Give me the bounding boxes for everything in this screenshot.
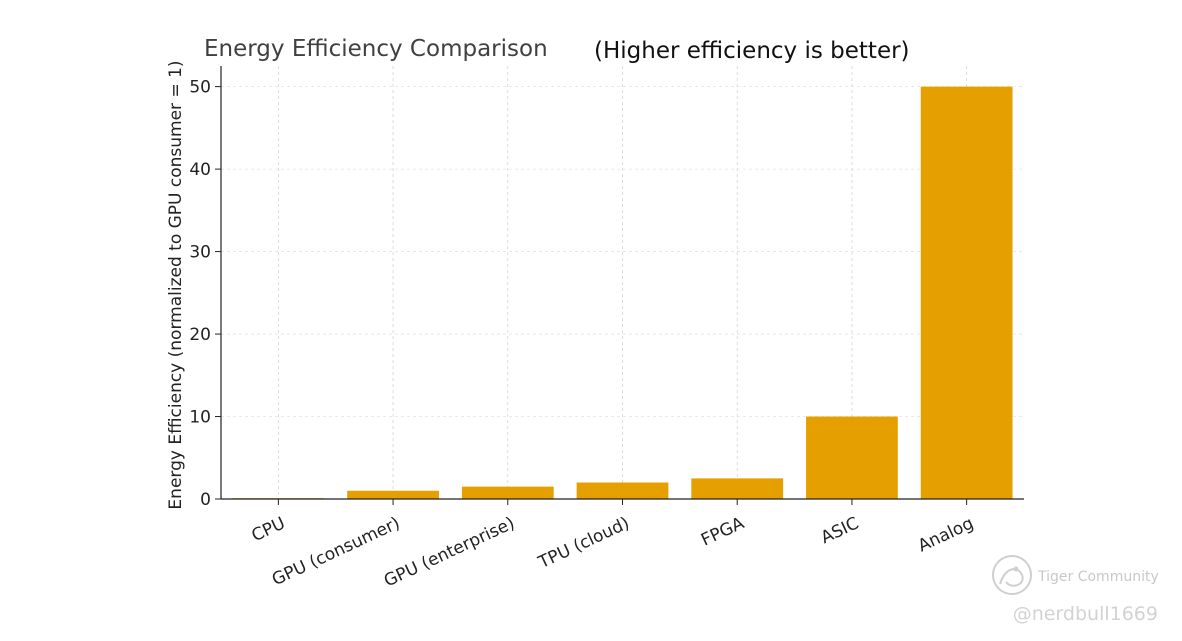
y-tick-label: 10	[189, 408, 211, 428]
bar-fpga	[691, 478, 784, 499]
watermark-brand: Tiger Community	[1037, 569, 1159, 585]
bar-asic	[806, 416, 898, 499]
x-tick-label: FPGA	[698, 513, 747, 550]
y-tick-label: 20	[189, 325, 211, 345]
y-tick-label: 30	[189, 243, 211, 263]
y-axis-label: Energy Efficiency (normalized to GPU con…	[166, 60, 186, 509]
y-ticks: 0 10 20 30 40 50	[189, 78, 221, 510]
bar-analog	[920, 86, 1013, 499]
x-tick-label: TPU (cloud)	[535, 513, 633, 573]
x-tick-label: CPU	[249, 513, 289, 546]
y-tick-label: 50	[189, 78, 211, 98]
chart-subtitle: (Higher efficiency is better)	[594, 38, 910, 64]
y-tick-label: 40	[189, 160, 211, 180]
bar-gpu-consumer	[347, 490, 439, 499]
bars	[232, 86, 1013, 500]
bar-tpu-cloud	[576, 482, 669, 499]
x-tick-label: Analog	[915, 513, 977, 556]
tiger-logo-icon	[992, 555, 1032, 595]
watermark-user: @nerdbull1669	[1013, 603, 1158, 625]
x-tick-label: GPU (enterprise)	[381, 513, 518, 591]
x-tick-label: ASIC	[818, 513, 862, 548]
bar-gpu-enterprise	[461, 486, 554, 499]
grid-lines	[221, 66, 1024, 500]
y-tick-label: 0	[200, 490, 211, 510]
chart-title: Energy Efficiency Comparison	[204, 36, 548, 62]
watermark: Tiger Community @nerdbull1669	[992, 555, 1159, 625]
